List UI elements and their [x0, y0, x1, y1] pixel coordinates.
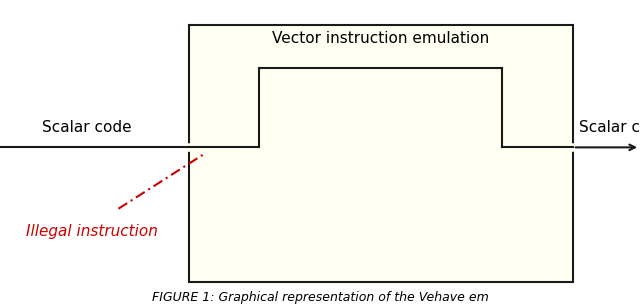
Text: Vector instruction emulation: Vector instruction emulation [272, 31, 490, 46]
Text: Scalar c: Scalar c [579, 120, 640, 135]
Text: Scalar code: Scalar code [42, 120, 131, 135]
Text: FIGURE 1: Graphical representation of the Vehave em: FIGURE 1: Graphical representation of th… [152, 291, 488, 304]
Text: Illegal instruction: Illegal instruction [26, 224, 157, 239]
Bar [189, 25, 573, 282]
